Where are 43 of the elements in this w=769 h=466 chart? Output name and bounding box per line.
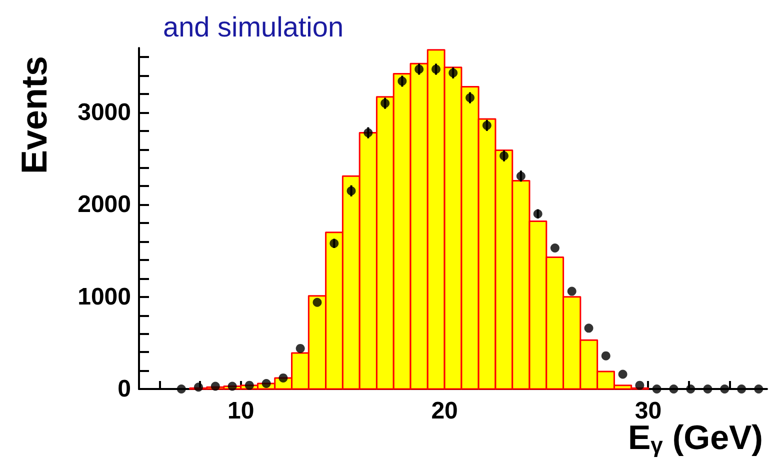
point [500,151,509,160]
point [550,243,560,252]
point [533,209,542,218]
point [296,344,305,353]
point [652,384,662,394]
point [364,128,373,138]
point [448,68,458,78]
y-tick-label: 3000 [78,99,131,126]
point [398,76,407,86]
point [312,298,322,307]
point [228,382,237,391]
point [567,286,576,296]
point [380,98,390,108]
chart-title: and simulation [163,12,344,42]
point [194,382,203,392]
y-tick-label: 2000 [78,191,131,218]
point [414,64,424,74]
point [737,384,746,394]
point [482,120,492,130]
point [754,384,764,394]
point [703,384,712,394]
y-tick-label: 1000 [78,283,131,310]
y-axis-title: Events [14,56,54,174]
point [686,384,696,394]
point [635,380,644,390]
point [278,373,288,382]
point [720,384,730,394]
point [244,380,254,390]
point [601,351,610,360]
point [516,172,526,181]
y-tick-label: 0 [118,376,131,402]
point [584,324,594,333]
point [330,238,339,248]
x-tick-label: 20 [431,398,458,424]
point [262,378,271,388]
point [176,384,186,394]
point [432,64,440,74]
point [618,370,628,379]
point [210,382,220,391]
point [466,93,475,102]
point [669,384,678,394]
x-tick-label: 10 [227,398,254,424]
point [346,186,356,196]
